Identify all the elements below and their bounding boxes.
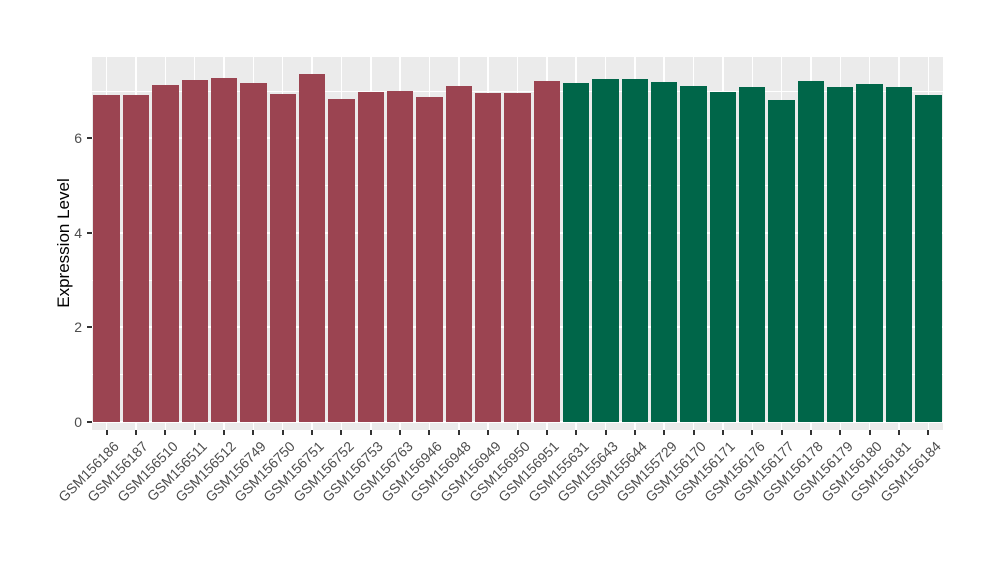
gridline-major xyxy=(92,420,943,423)
y-tick-label: 6 xyxy=(74,130,82,147)
bar xyxy=(122,95,150,422)
x-tick-mark xyxy=(545,430,548,435)
bar xyxy=(827,86,854,422)
bar xyxy=(739,86,766,422)
y-tick-label: 0 xyxy=(74,413,82,430)
y-tick-mark xyxy=(87,137,92,140)
y-tick-label: 2 xyxy=(74,319,82,336)
x-tick-mark xyxy=(721,430,724,435)
bar xyxy=(445,85,472,422)
bar xyxy=(357,92,384,422)
bar xyxy=(240,82,267,422)
bar xyxy=(93,95,120,422)
bar xyxy=(474,93,502,422)
bar xyxy=(152,84,179,422)
y-tick-label: 4 xyxy=(74,224,82,241)
x-tick-mark xyxy=(223,430,226,435)
x-tick-mark xyxy=(663,430,666,435)
x-tick-mark xyxy=(399,430,402,435)
x-tick-mark xyxy=(633,430,636,435)
x-tick-mark xyxy=(751,430,754,435)
bar xyxy=(797,81,825,422)
bar xyxy=(210,77,238,422)
x-tick-mark xyxy=(311,430,314,435)
x-tick-mark xyxy=(428,430,431,435)
x-tick-mark xyxy=(692,430,695,435)
bar xyxy=(269,94,296,422)
x-tick-mark xyxy=(340,430,343,435)
x-tick-mark xyxy=(164,430,167,435)
bar xyxy=(680,86,707,422)
bar xyxy=(621,79,649,422)
y-tick-mark xyxy=(87,420,92,423)
bar xyxy=(915,95,942,422)
y-axis-title: Expression Level xyxy=(54,178,73,308)
bar xyxy=(298,73,326,422)
gridline-minor xyxy=(92,90,943,92)
bar xyxy=(504,92,531,422)
x-tick-mark xyxy=(252,430,255,435)
x-tick-mark xyxy=(927,430,930,435)
x-tick-mark xyxy=(604,430,607,435)
x-tick-mark xyxy=(487,430,490,435)
x-tick-mark xyxy=(575,430,578,435)
y-tick-mark xyxy=(87,231,92,234)
x-tick-mark xyxy=(839,430,842,435)
x-tick-mark xyxy=(780,430,783,435)
x-tick-mark xyxy=(809,430,812,435)
bar xyxy=(651,81,678,422)
y-tick-mark xyxy=(87,326,92,329)
x-tick-mark xyxy=(868,430,871,435)
x-tick-mark xyxy=(897,430,900,435)
bar xyxy=(533,81,561,422)
plot-panel xyxy=(92,57,943,430)
x-tick-mark xyxy=(105,430,108,435)
x-tick-mark xyxy=(457,430,460,435)
bar xyxy=(709,92,737,422)
bar xyxy=(885,86,913,422)
x-tick-mark xyxy=(193,430,196,435)
x-tick-mark xyxy=(516,430,519,435)
bar xyxy=(562,83,590,422)
bar xyxy=(328,98,355,422)
bar xyxy=(768,99,795,422)
x-tick-mark xyxy=(135,430,138,435)
bar xyxy=(592,79,619,422)
x-tick-mark xyxy=(369,430,372,435)
bar xyxy=(856,83,883,422)
bar xyxy=(386,91,414,422)
x-tick-mark xyxy=(281,430,284,435)
bar xyxy=(181,80,208,422)
bar xyxy=(416,97,443,422)
